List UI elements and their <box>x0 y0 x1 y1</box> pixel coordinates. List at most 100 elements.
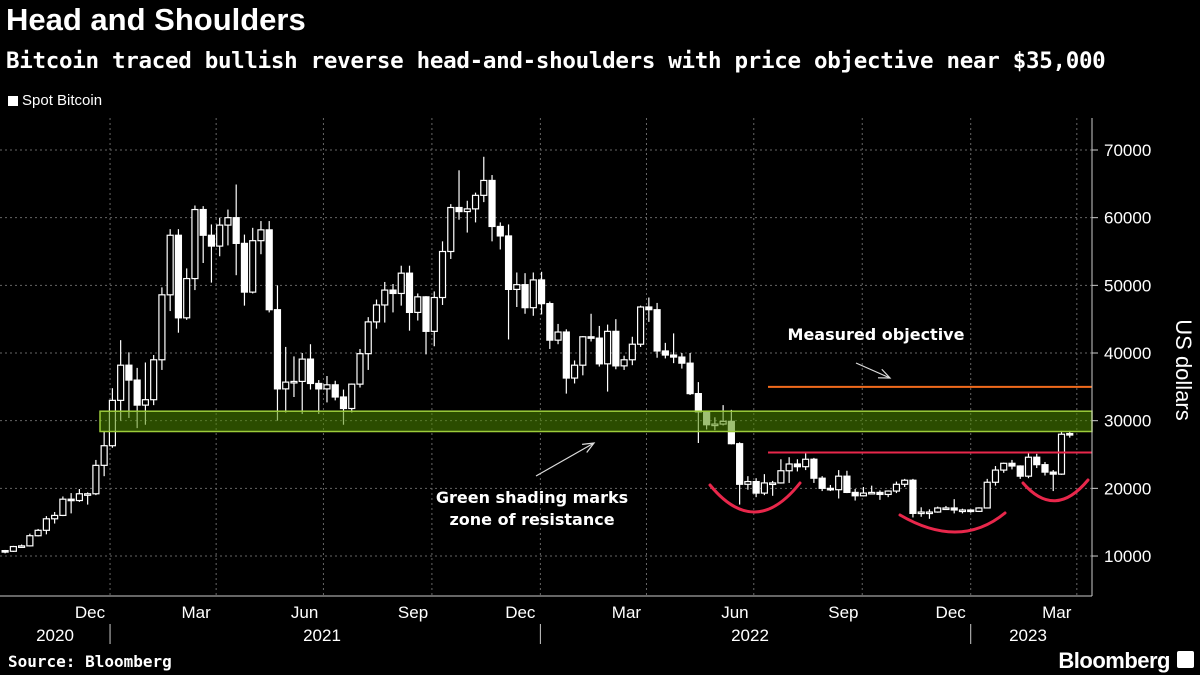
candle-body-down <box>67 498 75 502</box>
candle-body-up <box>364 321 372 355</box>
candle <box>117 340 125 421</box>
candle-body-up <box>942 507 950 511</box>
candle-body-down <box>1041 464 1049 473</box>
candle <box>504 224 513 340</box>
candle-body-up <box>744 480 752 485</box>
candle-body-up <box>282 381 290 390</box>
candle-body-down <box>546 303 554 341</box>
zone-arrow <box>535 442 596 477</box>
candle-body-down <box>232 217 240 244</box>
candle <box>224 209 232 246</box>
candle-body-up <box>777 470 785 484</box>
candle-body-down <box>315 382 323 390</box>
candle <box>199 206 207 264</box>
candle-body-down <box>843 475 851 494</box>
candle <box>636 305 645 347</box>
candle-body-down <box>686 362 694 395</box>
candle <box>678 353 686 369</box>
candle <box>909 478 917 518</box>
candle <box>100 431 108 477</box>
candle-body-down <box>306 358 315 385</box>
candle <box>207 224 216 283</box>
candle-body-down <box>504 235 513 291</box>
candle <box>876 490 884 500</box>
candle <box>612 319 620 370</box>
candle-body-up <box>463 208 471 213</box>
left-shoulder-arc <box>708 481 802 514</box>
candle-body-down <box>265 229 273 311</box>
candle-body-up <box>579 336 587 366</box>
candle-body-up <box>191 208 199 280</box>
candle <box>364 317 372 370</box>
candle-body-down <box>1033 456 1041 466</box>
x-tick-label: Dec <box>936 603 967 622</box>
candle-body-down <box>240 242 249 293</box>
candle <box>529 272 537 316</box>
candle <box>835 470 843 499</box>
candle-body-down <box>752 480 760 494</box>
arrow-shaft <box>535 442 595 477</box>
candle-body-up <box>1000 462 1008 471</box>
candle-body-up <box>59 498 67 517</box>
candle-body-down <box>207 234 216 247</box>
candle-body-up <box>892 483 901 492</box>
zone-annotation-line2: zone of resistance <box>449 510 614 529</box>
candle-body-down <box>645 306 653 311</box>
candle-body-down <box>174 234 183 319</box>
candle <box>958 508 967 514</box>
candle <box>950 499 958 514</box>
candle-body-down <box>1008 462 1016 467</box>
candle <box>851 489 859 501</box>
candle-body-down <box>950 507 958 511</box>
candle <box>183 268 191 320</box>
candle-body-down <box>851 491 859 497</box>
candle <box>1 549 9 554</box>
candle-body-down <box>199 208 207 236</box>
candle-body-down <box>967 509 975 513</box>
candle <box>273 285 282 421</box>
candle-body-up <box>785 463 793 472</box>
x-tick-label: Jun <box>291 603 318 622</box>
candle-body-up <box>991 469 1000 483</box>
candle <box>232 184 240 276</box>
candle <box>92 459 100 496</box>
candle <box>125 352 133 418</box>
candle <box>496 222 504 250</box>
candle-body-up <box>150 359 158 401</box>
x-tick-label: Sep <box>828 603 858 622</box>
x-tick-label: Dec <box>505 603 536 622</box>
candle-body-up <box>372 304 381 323</box>
candle-body-up <box>257 229 265 242</box>
candle-body-up <box>117 364 125 401</box>
candle-body-down <box>521 284 529 309</box>
candle-body-up <box>348 383 356 410</box>
candle-body-up <box>397 272 405 295</box>
candle-body-down <box>595 337 603 365</box>
candle-body-down <box>405 272 414 314</box>
candle-body-up <box>323 384 331 390</box>
candle-body-up <box>925 511 934 515</box>
resistance-zone <box>99 410 1093 433</box>
candle <box>471 192 480 223</box>
candle-body-up <box>570 364 579 379</box>
candle-body-down <box>1016 465 1024 477</box>
candle-body-down <box>909 479 917 514</box>
candle-body-up <box>51 514 59 520</box>
candle-body-down <box>125 364 133 381</box>
candle-body-up <box>9 545 17 552</box>
candle-body-up <box>92 464 100 495</box>
candle-body-up <box>636 306 645 345</box>
candle <box>389 283 397 313</box>
candle <box>298 353 306 414</box>
candle <box>166 229 174 312</box>
candle-body-up <box>84 493 92 496</box>
candle <box>158 287 166 370</box>
candle <box>348 383 356 413</box>
candle <box>438 241 447 305</box>
candle-body-up <box>34 529 42 537</box>
candle <box>686 353 694 395</box>
candle-body-down <box>331 384 339 398</box>
bloomberg-logo-icon <box>1177 651 1194 668</box>
candle <box>257 221 265 255</box>
